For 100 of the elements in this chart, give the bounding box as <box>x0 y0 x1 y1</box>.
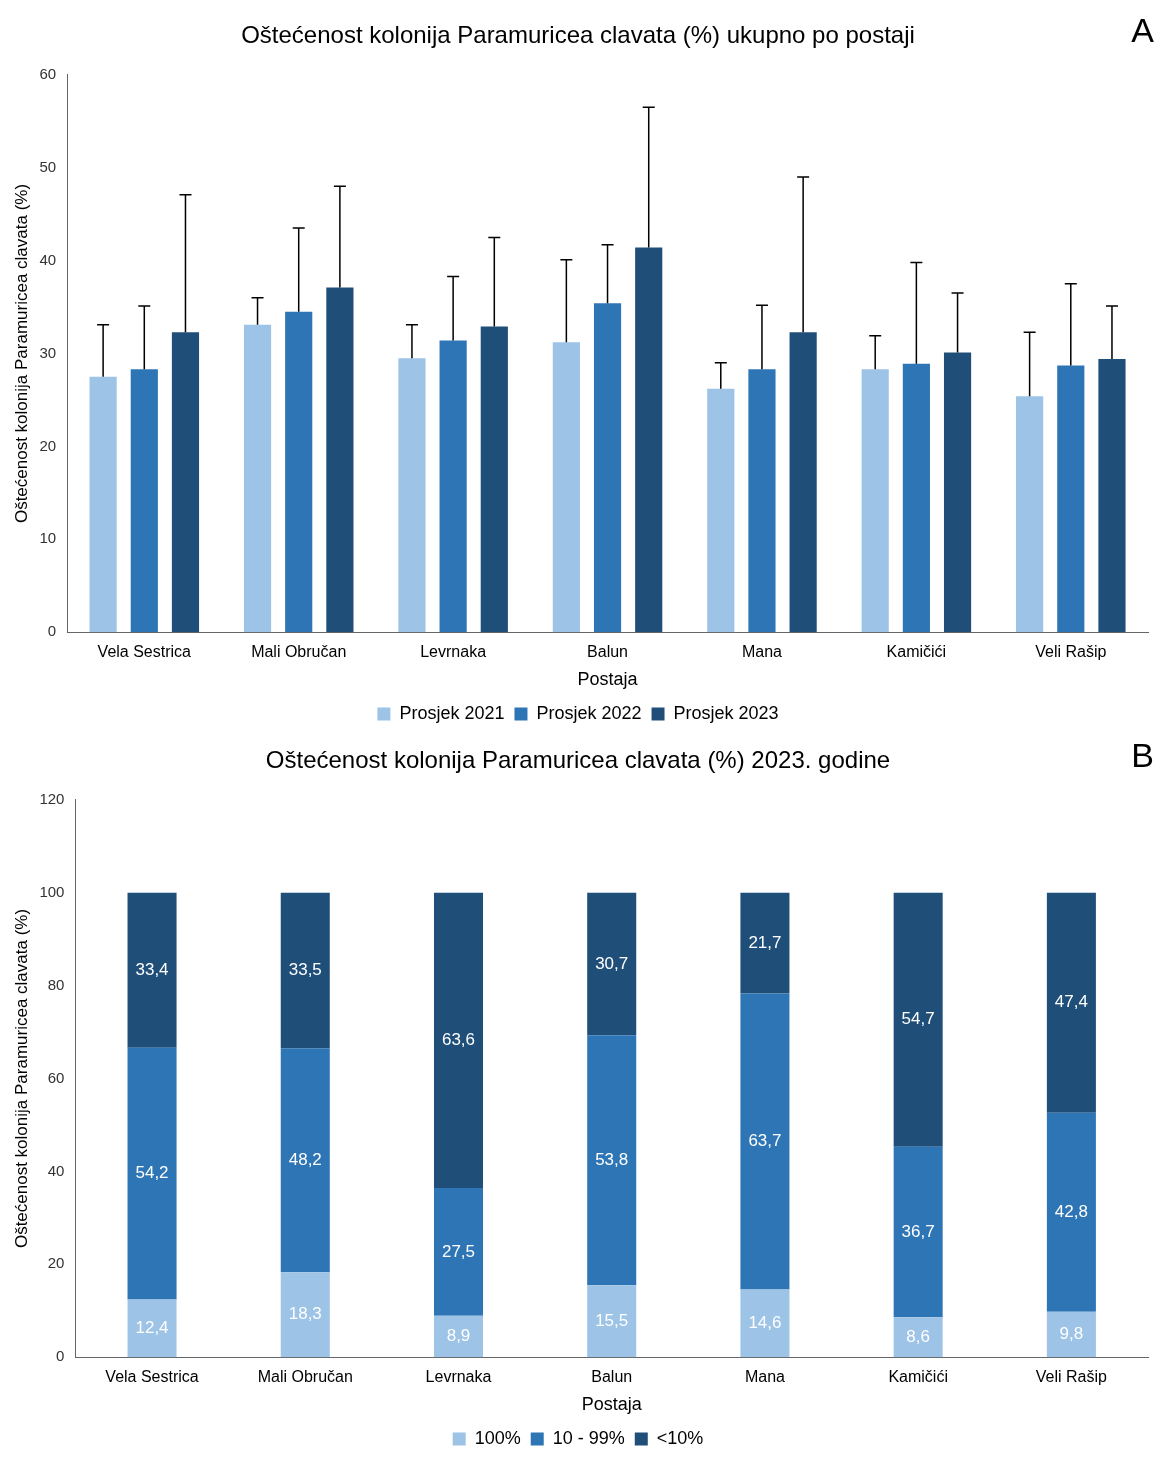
bar <box>740 993 790 1290</box>
y-tick-label: 0 <box>56 1347 65 1365</box>
bar <box>893 1317 943 1358</box>
y-tick-label: 40 <box>47 1161 65 1179</box>
x-axis-title: Postaja <box>581 1394 643 1415</box>
bar <box>243 324 272 633</box>
bar <box>587 1285 637 1358</box>
bar <box>587 1035 637 1286</box>
x-tick-label: Balun <box>591 1368 633 1386</box>
x-tick-label: Mali Obručan <box>257 1368 353 1386</box>
bar <box>902 363 930 633</box>
legend-label: 100% <box>474 1427 521 1448</box>
data-label: 8,6 <box>906 1326 930 1346</box>
legend-label: Prosjek 2023 <box>673 702 779 723</box>
bar <box>943 352 972 633</box>
x-tick-label: Vela Sestrica <box>97 643 192 661</box>
data-label: 9,8 <box>1059 1324 1084 1344</box>
data-label: 48,2 <box>288 1149 322 1169</box>
x-tick-label: Levrnaka <box>420 643 487 661</box>
bar <box>1046 1112 1096 1312</box>
y-tick-label: 120 <box>39 789 65 807</box>
data-label: 54,7 <box>901 1009 935 1029</box>
bar <box>789 332 817 633</box>
data-label: 54,2 <box>135 1163 169 1183</box>
data-label: 33,5 <box>288 960 322 980</box>
data-label: 18,3 <box>288 1304 322 1324</box>
bar <box>748 369 776 633</box>
bar <box>285 311 313 633</box>
bar <box>593 303 622 633</box>
y-tick-label: 20 <box>47 1254 65 1272</box>
x-tick-label: Veli Rašip <box>1035 1368 1108 1386</box>
x-tick-label: Mana <box>744 1368 786 1386</box>
text: A <box>1131 11 1155 50</box>
data-label: 63,7 <box>748 1131 782 1151</box>
legend-label: <10% <box>656 1427 704 1448</box>
data-label: 63,6 <box>441 1030 476 1050</box>
bar <box>280 1272 330 1358</box>
x-tick-label: Kamičići <box>886 643 947 661</box>
bar <box>552 342 580 633</box>
data-label: 30,7 <box>595 953 629 973</box>
data-label: 8,9 <box>446 1326 471 1346</box>
bar <box>130 369 158 633</box>
bar <box>635 247 663 633</box>
bar <box>1016 396 1044 633</box>
data-label: 47,4 <box>1054 992 1088 1012</box>
bar <box>127 892 177 1048</box>
bar <box>740 892 790 994</box>
y-axis-title: Oštećenost kolonija Paramuricea clavata (%) <box>11 183 31 524</box>
bar <box>280 892 330 1049</box>
y-tick-label: 20 <box>39 436 57 454</box>
bar <box>1046 892 1096 1113</box>
y-tick-label: 80 <box>47 975 65 993</box>
x-tick-label: Levrnaka <box>425 1368 492 1386</box>
data-label: 53,8 <box>595 1149 629 1169</box>
bar <box>1057 365 1085 633</box>
data-label: 21,7 <box>748 932 782 952</box>
data-label: 27,5 <box>441 1241 476 1261</box>
bar <box>326 287 354 633</box>
bar <box>893 892 943 1147</box>
y-axis-title: Oštećenost kolonija Paramuricea clavata (%) <box>11 908 31 1249</box>
chart-title: Oštećenost kolonija Paramuricea clavata (%) ukupno po postaji <box>241 21 915 49</box>
y-tick-label: 30 <box>39 343 57 361</box>
data-label: 14,6 <box>748 1312 782 1332</box>
data-label: 36,7 <box>901 1221 935 1241</box>
y-tick-label: 40 <box>39 250 57 268</box>
bar <box>740 1289 790 1358</box>
data-label: 12,4 <box>135 1318 169 1338</box>
bar <box>433 1188 484 1316</box>
text: B <box>1131 736 1154 775</box>
bar <box>127 1299 177 1358</box>
bar <box>171 332 200 633</box>
chart-title: Oštećenost kolonija Paramuricea clavata (%) 2023. godine <box>265 746 891 774</box>
bar <box>127 1047 177 1300</box>
x-tick-label: Vela Sestrica <box>105 1368 199 1386</box>
bar <box>280 1048 330 1273</box>
bar <box>1046 1311 1096 1358</box>
x-axis-title: Postaja <box>577 669 639 690</box>
legend-label: 10 - 99% <box>552 1427 625 1448</box>
x-tick-label: Kamičići <box>888 1368 948 1386</box>
y-tick-label: 100 <box>39 882 65 900</box>
bar <box>89 376 117 633</box>
x-tick-label: Balun <box>587 643 628 661</box>
bar <box>893 1146 943 1318</box>
x-tick-label: Mali Obručan <box>251 643 347 661</box>
y-tick-label: 0 <box>47 622 57 640</box>
x-tick-label: Veli Rašip <box>1035 643 1107 661</box>
bar <box>1098 359 1126 633</box>
y-tick-label: 50 <box>39 157 57 175</box>
y-tick-label: 60 <box>47 1068 65 1086</box>
bar <box>398 358 426 633</box>
bar <box>433 1315 484 1358</box>
bar <box>433 892 484 1189</box>
bar <box>861 369 889 633</box>
bar <box>707 388 735 633</box>
bar <box>480 326 508 633</box>
bar <box>439 340 467 633</box>
y-tick-label: 60 <box>39 64 57 82</box>
legend-label: Prosjek 2021 <box>399 702 505 723</box>
data-label: 42,8 <box>1054 1201 1088 1221</box>
legend-label: Prosjek 2022 <box>536 702 642 723</box>
